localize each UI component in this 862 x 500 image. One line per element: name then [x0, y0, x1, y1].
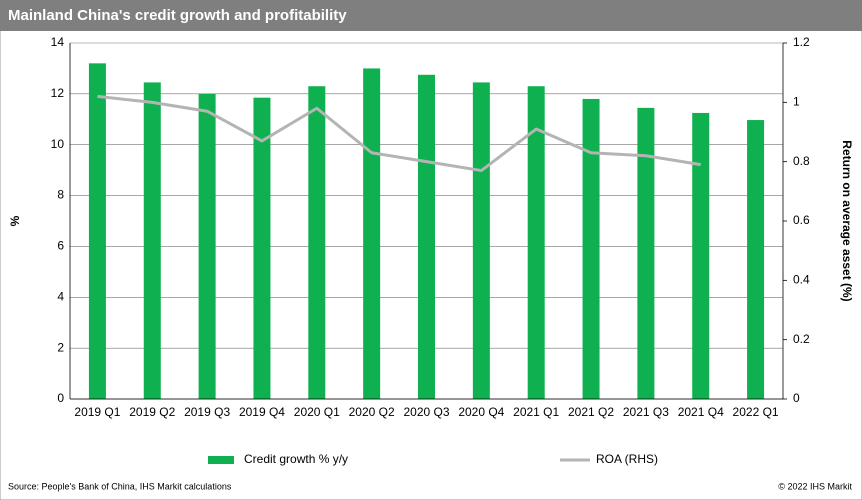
legend-label: Credit growth % y/y [244, 452, 348, 466]
y2-tick-label: 0 [793, 391, 800, 405]
y2-tick-label: 0.6 [793, 213, 810, 227]
y2-tick-label: 1 [793, 95, 800, 109]
y-tick-label: 14 [51, 35, 65, 49]
y2-tick-label: 1.2 [793, 35, 810, 49]
x-tick-label: 2022 Q1 [733, 405, 779, 419]
x-tick-label: 2019 Q4 [239, 405, 285, 419]
bar [198, 93, 216, 399]
y-axis-label: % [8, 215, 22, 226]
bar [692, 112, 710, 399]
x-tick-label: 2021 Q2 [568, 405, 614, 419]
x-tick-label: 2020 Q3 [403, 405, 449, 419]
x-tick-label: 2020 Q2 [349, 405, 395, 419]
bar [637, 107, 655, 399]
chart-title: Mainland China's credit growth and profi… [8, 7, 347, 24]
x-tick-label: 2021 Q3 [623, 405, 669, 419]
legend-swatch [208, 456, 234, 464]
y-tick-label: 12 [51, 86, 65, 100]
y2-tick-label: 0.2 [793, 332, 810, 346]
x-tick-label: 2019 Q1 [74, 405, 120, 419]
line [97, 94, 701, 173]
x-tick-label: 2019 Q2 [129, 405, 175, 419]
bar [88, 63, 106, 399]
bar [308, 86, 326, 399]
y-tick-label: 10 [51, 137, 65, 151]
copyright: © 2022 IHS Markit [778, 481, 852, 491]
bar [143, 82, 161, 400]
y2-tick-label: 0.4 [793, 273, 810, 287]
bar [472, 82, 490, 400]
bar [418, 74, 435, 400]
bar [582, 98, 600, 399]
x-tick-label: 2020 Q1 [294, 405, 340, 419]
y-tick-label: 4 [57, 289, 64, 303]
source: Source: People's Bank of China, IHS Mark… [8, 481, 232, 491]
y-tick-label: 2 [57, 340, 64, 354]
y-tick-label: 0 [57, 391, 64, 405]
legend-label: ROA (RHS) [596, 452, 658, 466]
y-tick-label: 8 [57, 188, 64, 202]
x-tick-label: 2021 Q1 [513, 405, 559, 419]
y-tick-label: 6 [57, 239, 64, 253]
bar [747, 120, 765, 399]
bar [253, 97, 271, 400]
x-tick-label: 2021 Q4 [678, 405, 724, 419]
y2-axis-label: Return on average asset (%) [840, 140, 854, 301]
x-tick-label: 2020 Q4 [458, 405, 504, 419]
title-bar [0, 0, 862, 31]
bar [363, 68, 381, 399]
y2-tick-label: 0.8 [793, 154, 810, 168]
bar [527, 86, 545, 399]
x-tick-label: 2019 Q3 [184, 405, 230, 419]
